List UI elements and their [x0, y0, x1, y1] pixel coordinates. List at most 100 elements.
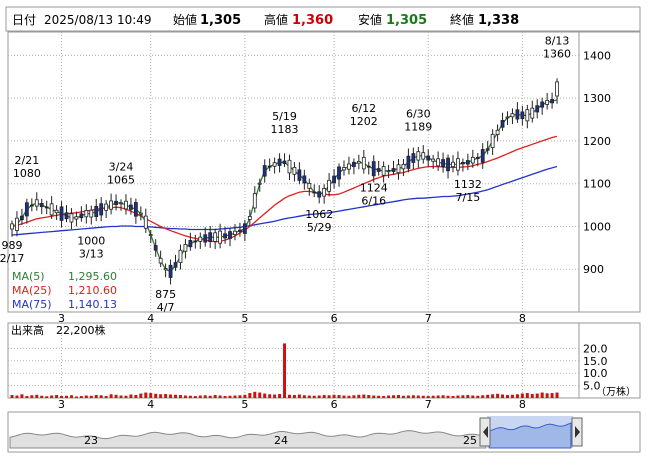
annotation-price: 1065 — [107, 174, 135, 187]
volume-bar — [292, 395, 296, 398]
candle-body — [282, 160, 287, 164]
candle-body — [525, 109, 530, 122]
candle-body — [535, 105, 540, 113]
candle-body — [267, 165, 272, 168]
volume-bar — [530, 394, 534, 398]
month-tick: 6 — [331, 312, 338, 325]
volume-bar — [486, 394, 490, 398]
volume-label: 出来高 — [11, 323, 44, 337]
month-tick: 4 — [147, 398, 154, 411]
candle-body — [124, 200, 128, 210]
legend-ma75-value: 1,140.13 — [68, 298, 117, 311]
candle-body — [44, 206, 49, 209]
volume-bar — [178, 395, 182, 398]
volume-bar — [183, 395, 187, 398]
volume-bar — [134, 395, 138, 398]
candle-body — [188, 239, 193, 248]
candle-body — [485, 148, 490, 151]
header-bar — [5, 6, 641, 32]
legend-ma5-value: 1,295.60 — [68, 270, 117, 283]
candle-body — [59, 206, 64, 221]
high-value: 1,360 — [292, 13, 333, 28]
candle-body — [386, 170, 391, 173]
volume-bar — [10, 395, 14, 398]
annotation-date: 3/24 — [109, 161, 134, 174]
candle-body — [193, 240, 198, 243]
volume-bar — [302, 395, 306, 398]
volume-value: 22,200株 — [56, 323, 106, 337]
annotation-price: 1189 — [404, 121, 432, 134]
annotation-date: 5/29 — [307, 221, 332, 234]
volume-bar — [20, 394, 24, 398]
candle-body — [371, 161, 376, 177]
volume-y-tick: 5.0 — [583, 380, 601, 393]
ma75-line — [11, 165, 558, 236]
candle-body — [292, 166, 297, 175]
ma75-group — [11, 165, 558, 236]
volume-bar — [357, 394, 361, 398]
volume-bar — [501, 394, 505, 398]
annotation-date: 5/19 — [272, 110, 297, 123]
annotation-price: 1062 — [305, 208, 333, 221]
candle-body — [545, 100, 550, 105]
candle-body — [376, 168, 381, 172]
candle-body — [411, 153, 416, 163]
volume-bar — [481, 395, 485, 398]
candle-body — [347, 163, 351, 170]
candle-body — [495, 129, 500, 135]
volume-bar — [243, 394, 247, 398]
volume-bar — [456, 395, 460, 398]
price-y-tick: 1000 — [583, 220, 611, 233]
volume-bar — [406, 395, 410, 398]
volume-bar — [233, 395, 237, 398]
candle-body — [456, 158, 460, 171]
navigator-tick-25: 25 — [463, 434, 477, 447]
navigator-left-handle[interactable] — [479, 417, 491, 447]
volume-bar — [312, 395, 316, 398]
chevron-left-icon — [483, 426, 488, 438]
candle-body — [436, 158, 441, 167]
volume-bar — [451, 396, 455, 398]
volume-bar — [253, 391, 257, 398]
candle-body — [54, 209, 59, 214]
candle-body — [153, 245, 158, 251]
month-tick: 5 — [241, 312, 248, 325]
month-tick: 5 — [241, 398, 248, 411]
volume-bar — [69, 395, 73, 398]
candle-body — [69, 213, 74, 223]
volume-bar — [382, 396, 386, 398]
navigator-right-handle[interactable] — [571, 417, 583, 447]
candle-body — [34, 199, 39, 207]
candle-body — [223, 233, 227, 239]
annotation-date: 8/13 — [545, 34, 570, 47]
candle-body — [49, 203, 54, 216]
volume-bar — [263, 393, 267, 398]
candle-body — [178, 249, 183, 263]
volume-bar — [317, 395, 321, 398]
volume-bar — [60, 396, 64, 398]
volume-bar — [545, 393, 549, 398]
volume-bar — [342, 395, 346, 398]
annotation-date: 4/7 — [157, 301, 175, 314]
candle-body — [366, 165, 371, 168]
legend-bg — [10, 268, 118, 310]
volume-bar — [74, 396, 78, 398]
volume-bar — [441, 395, 445, 398]
volume-bar — [392, 395, 396, 398]
volume-bar — [367, 395, 371, 398]
volume-bar — [268, 394, 272, 398]
volume-bar — [124, 395, 128, 398]
volume-bar — [50, 395, 54, 398]
candle-body — [297, 169, 302, 181]
candle-body — [262, 165, 267, 177]
candle-body — [332, 175, 336, 184]
volume-bar — [555, 392, 559, 398]
month-axis-top: 3 4 5 6 7 8 — [58, 312, 526, 325]
volume-bar — [228, 395, 232, 398]
candle-body — [163, 268, 168, 271]
price-y-tick: 900 — [583, 263, 604, 276]
candle-body — [475, 157, 480, 160]
volume-bar — [278, 394, 282, 398]
candle-body — [426, 155, 431, 161]
